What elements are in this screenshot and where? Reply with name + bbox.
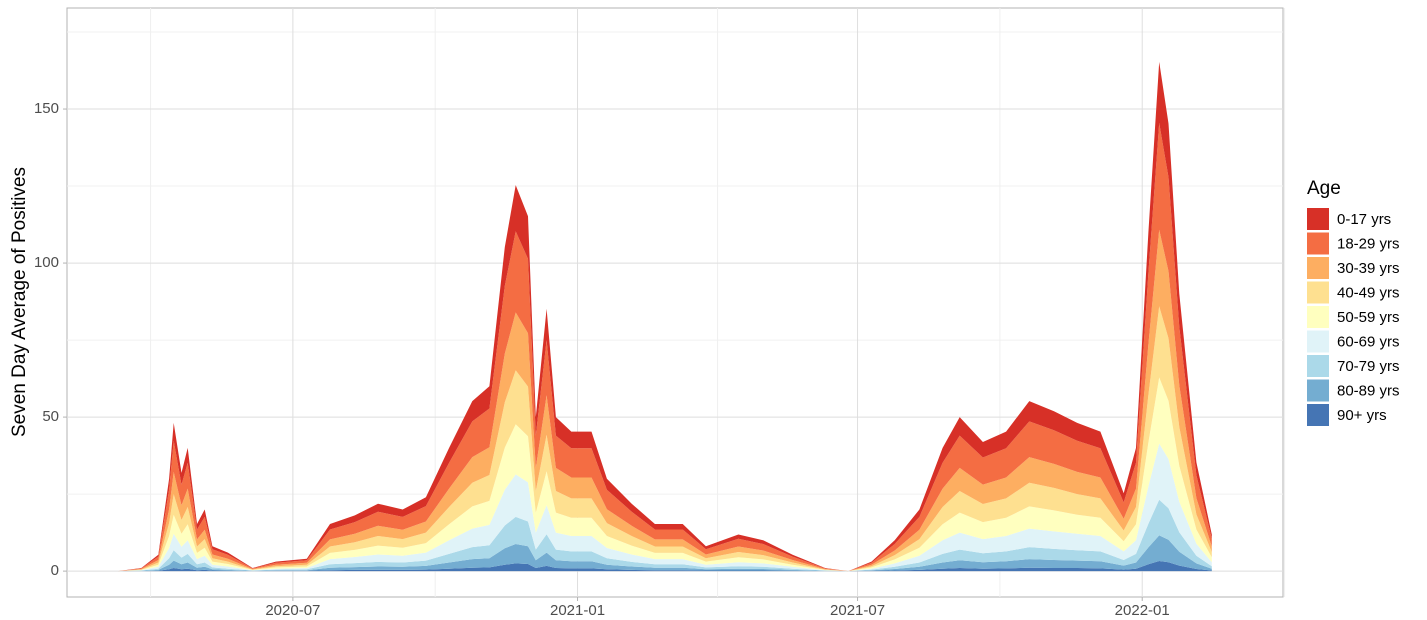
y-tick-label: 100 <box>34 254 59 271</box>
legend-key <box>1307 232 1329 255</box>
legend-label: 90+ yrs <box>1337 407 1387 424</box>
y-tick-label: 0 <box>51 562 59 579</box>
x-tick-label: 2022-01 <box>1115 602 1170 619</box>
legend-key <box>1307 208 1329 230</box>
legend-key <box>1307 257 1329 279</box>
legend-label: 80-89 yrs <box>1337 382 1400 399</box>
legend: Age 0-17 yrs 18-29 yrs 30-39 yrs 40-49 yrs 5… <box>1307 178 1400 426</box>
area <box>118 535 1212 572</box>
legend-label: 70-79 yrs <box>1337 358 1400 375</box>
legend-title: Age <box>1307 178 1341 199</box>
legend-key <box>1307 281 1329 304</box>
legend-label: 50-59 yrs <box>1337 309 1400 326</box>
legend-label: 40-49 yrs <box>1337 284 1400 301</box>
y-axis-title: Seven Day Average of Positives <box>9 167 30 437</box>
axes: 0 50 100 150 2020-07 2021-01 2021-07 2022-01 <box>34 100 1170 619</box>
x-tick-label: 2021-07 <box>830 602 885 619</box>
legend-key <box>1307 306 1329 328</box>
legend-label: 30-39 yrs <box>1337 260 1400 277</box>
legend-label: 18-29 yrs <box>1337 235 1400 252</box>
area <box>118 561 1212 572</box>
legend-key <box>1307 404 1329 426</box>
legend-key <box>1307 330 1329 353</box>
y-tick-label: 150 <box>34 100 59 117</box>
legend-key <box>1307 379 1329 402</box>
y-tick-label: 50 <box>42 408 59 425</box>
legend-key <box>1307 355 1329 377</box>
legend-label: 60-69 yrs <box>1337 333 1400 350</box>
legend-label: 0-17 yrs <box>1337 211 1391 228</box>
x-tick-label: 2020-07 <box>265 602 320 619</box>
x-tick-label: 2021-01 <box>550 602 605 619</box>
areas <box>118 61 1212 572</box>
